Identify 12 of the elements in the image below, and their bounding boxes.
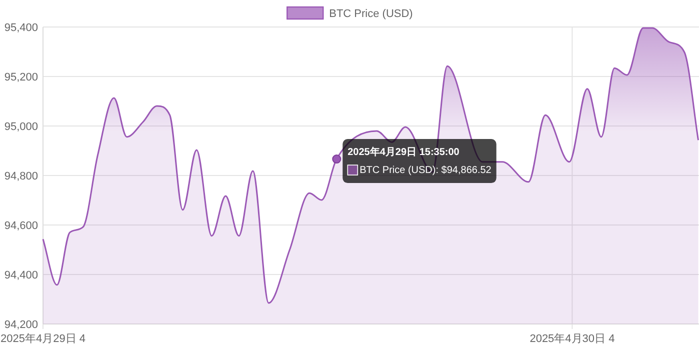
y-tick-label: 94,800 [4, 170, 38, 182]
y-tick-label: 95,400 [4, 22, 38, 34]
y-tick-label: 95,000 [4, 121, 38, 133]
annotation: 2025年4月29日 15:35:00 [348, 146, 460, 158]
x-tick-label: 2025年4月29日 4 [0, 333, 86, 345]
y-tick-label: 95,200 [4, 72, 38, 84]
legend-label: BTC Price (USD) [329, 8, 413, 20]
y-tick-label: 94,600 [4, 220, 38, 232]
annotation: BTC Price (USD): $94,866.52 [360, 165, 492, 176]
y-tick-label: 94,200 [4, 319, 38, 331]
x-tick-label: 2025年4月30日 4 [530, 333, 615, 345]
y-tick-label: 94,400 [4, 270, 38, 282]
